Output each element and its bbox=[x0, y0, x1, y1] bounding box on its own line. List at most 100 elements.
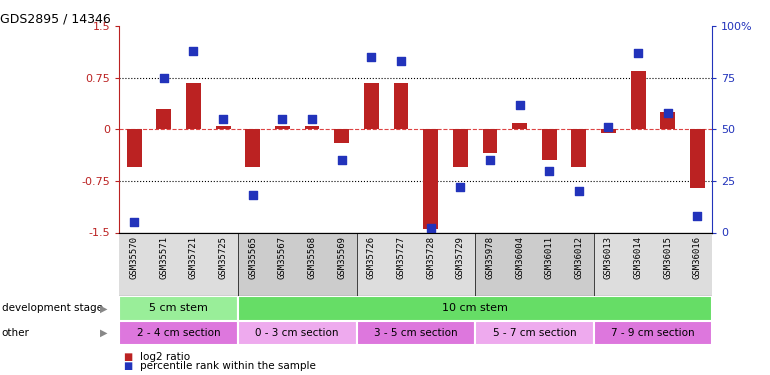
Bar bbox=[453, 129, 467, 167]
Bar bbox=[127, 129, 142, 167]
Bar bbox=[393, 82, 408, 129]
Bar bbox=[475, 321, 594, 345]
Point bbox=[424, 225, 437, 231]
Text: GSM35725: GSM35725 bbox=[219, 236, 228, 279]
Text: GSM35568: GSM35568 bbox=[307, 236, 316, 279]
Bar bbox=[297, 232, 326, 296]
Bar bbox=[305, 126, 320, 129]
Bar bbox=[571, 129, 586, 167]
Text: GSM35726: GSM35726 bbox=[367, 236, 376, 279]
Bar bbox=[683, 232, 712, 296]
Text: GSM35728: GSM35728 bbox=[426, 236, 435, 279]
Text: ▶: ▶ bbox=[100, 328, 108, 338]
Text: other: other bbox=[2, 328, 29, 338]
Point bbox=[306, 116, 318, 122]
Point bbox=[632, 50, 644, 56]
Text: 7 - 9 cm section: 7 - 9 cm section bbox=[611, 328, 695, 338]
Bar bbox=[512, 123, 527, 129]
Text: GSM35727: GSM35727 bbox=[397, 236, 406, 279]
Bar bbox=[275, 126, 290, 129]
Bar bbox=[179, 232, 208, 296]
Bar bbox=[357, 321, 475, 345]
Text: development stage: development stage bbox=[2, 303, 102, 313]
Bar bbox=[534, 232, 564, 296]
Bar bbox=[119, 296, 238, 321]
Bar bbox=[364, 82, 379, 129]
Bar bbox=[445, 232, 475, 296]
Bar bbox=[208, 232, 238, 296]
Bar bbox=[690, 129, 705, 188]
Bar bbox=[326, 232, 357, 296]
Point bbox=[336, 158, 348, 164]
Point bbox=[514, 102, 526, 108]
Bar bbox=[238, 232, 268, 296]
Text: log2 ratio: log2 ratio bbox=[140, 352, 190, 362]
Bar bbox=[246, 129, 260, 167]
Text: GSM36014: GSM36014 bbox=[634, 236, 643, 279]
Text: GSM35569: GSM35569 bbox=[337, 236, 346, 279]
Point bbox=[691, 213, 704, 219]
Text: GSM36013: GSM36013 bbox=[604, 236, 613, 279]
Bar bbox=[424, 129, 438, 229]
Text: 2 - 4 cm section: 2 - 4 cm section bbox=[137, 328, 220, 338]
Bar bbox=[386, 232, 416, 296]
Bar bbox=[631, 71, 645, 129]
Bar bbox=[268, 232, 297, 296]
Text: GSM35721: GSM35721 bbox=[189, 236, 198, 279]
Text: 3 - 5 cm section: 3 - 5 cm section bbox=[374, 328, 457, 338]
Text: percentile rank within the sample: percentile rank within the sample bbox=[140, 361, 316, 370]
Bar bbox=[156, 109, 171, 129]
Point bbox=[543, 168, 555, 174]
Bar bbox=[653, 232, 683, 296]
Point bbox=[573, 188, 585, 194]
Text: ■: ■ bbox=[123, 361, 132, 370]
Point bbox=[128, 219, 140, 225]
Bar bbox=[564, 232, 594, 296]
Bar bbox=[542, 129, 557, 160]
Text: 0 - 3 cm section: 0 - 3 cm section bbox=[256, 328, 339, 338]
Text: GSM36011: GSM36011 bbox=[544, 236, 554, 279]
Bar bbox=[505, 232, 534, 296]
Bar bbox=[119, 321, 238, 345]
Bar bbox=[238, 296, 712, 321]
Point bbox=[276, 116, 289, 122]
Bar bbox=[416, 232, 445, 296]
Bar bbox=[186, 82, 201, 129]
Text: GDS2895 / 14346: GDS2895 / 14346 bbox=[0, 12, 111, 25]
Bar bbox=[594, 321, 712, 345]
Text: 5 - 7 cm section: 5 - 7 cm section bbox=[493, 328, 576, 338]
Point bbox=[365, 54, 377, 60]
Bar bbox=[594, 232, 623, 296]
Point bbox=[602, 124, 614, 130]
Point bbox=[187, 48, 199, 54]
Text: GSM35571: GSM35571 bbox=[159, 236, 169, 279]
Point bbox=[246, 192, 259, 198]
Text: GSM35570: GSM35570 bbox=[129, 236, 139, 279]
Point bbox=[661, 110, 674, 116]
Text: ▶: ▶ bbox=[100, 303, 108, 313]
Text: GSM36016: GSM36016 bbox=[693, 236, 702, 279]
Text: 5 cm stem: 5 cm stem bbox=[149, 303, 208, 313]
Point bbox=[454, 184, 467, 190]
Text: GSM35978: GSM35978 bbox=[485, 236, 494, 279]
Text: GSM35567: GSM35567 bbox=[278, 236, 287, 279]
Point bbox=[395, 58, 407, 64]
Bar bbox=[483, 129, 497, 153]
Bar bbox=[601, 129, 616, 133]
Bar bbox=[238, 321, 357, 345]
Text: GSM36012: GSM36012 bbox=[574, 236, 584, 279]
Point bbox=[484, 158, 496, 164]
Bar bbox=[357, 232, 386, 296]
Text: GSM35729: GSM35729 bbox=[456, 236, 465, 279]
Bar bbox=[334, 129, 349, 143]
Text: GSM36004: GSM36004 bbox=[515, 236, 524, 279]
Text: ■: ■ bbox=[123, 352, 132, 362]
Bar bbox=[475, 232, 505, 296]
Point bbox=[217, 116, 229, 122]
Bar bbox=[119, 232, 149, 296]
Text: GSM36015: GSM36015 bbox=[663, 236, 672, 279]
Bar bbox=[149, 232, 179, 296]
Text: 10 cm stem: 10 cm stem bbox=[442, 303, 508, 313]
Bar bbox=[216, 126, 230, 129]
Point bbox=[158, 75, 170, 81]
